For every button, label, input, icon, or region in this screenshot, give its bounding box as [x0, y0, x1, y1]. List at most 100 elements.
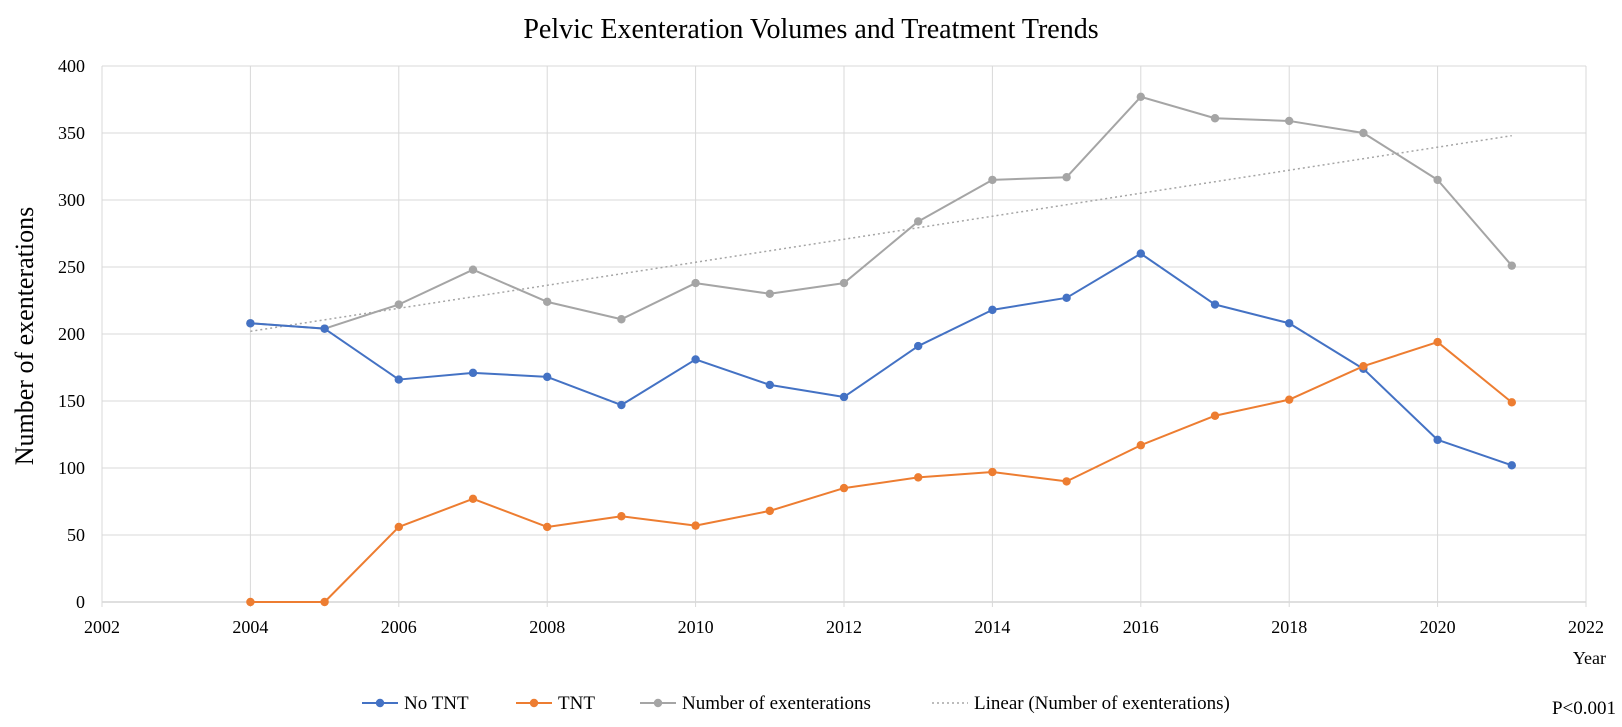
data-point	[468, 494, 478, 504]
data-point	[914, 341, 923, 351]
data-point	[320, 324, 329, 333]
data-point	[1359, 128, 1368, 138]
x-tick-label: 2016	[1123, 617, 1159, 637]
legend-item: No TNT	[362, 693, 469, 714]
data-point	[691, 355, 700, 364]
data-point	[394, 375, 403, 384]
data-point	[1507, 261, 1517, 270]
data-point	[1285, 116, 1294, 126]
data-point	[246, 597, 255, 607]
legend-item: TNT	[516, 693, 595, 714]
data-point	[617, 315, 626, 324]
data-point	[1062, 293, 1071, 303]
chart-title: Pelvic Exenteration Volumes and Treatmen…	[523, 14, 1098, 45]
data-point	[765, 380, 774, 390]
data-point	[988, 467, 997, 477]
data-point	[839, 392, 849, 402]
x-tick-label: 2018	[1271, 617, 1307, 637]
data-point	[988, 305, 997, 315]
data-point	[1062, 173, 1071, 182]
series-line	[250, 252, 1513, 467]
data-point	[839, 278, 849, 288]
series-2	[246, 92, 1517, 333]
x-tick-label: 2006	[381, 617, 417, 637]
data-point	[1433, 175, 1442, 185]
data-point	[988, 175, 997, 185]
data-point	[468, 265, 478, 274]
x-tick-label: 2010	[678, 617, 714, 637]
data-point	[1210, 300, 1220, 309]
x-tick-label: 2004	[232, 617, 268, 637]
data-point	[543, 522, 552, 532]
data-point	[394, 522, 403, 532]
y-tick-label: 50	[67, 525, 85, 545]
legend-label: Linear (Number of exenterations)	[974, 693, 1230, 714]
data-point	[1210, 411, 1220, 420]
legend-marker	[653, 698, 663, 708]
p-value-annotation: P<0.001	[1552, 698, 1616, 719]
series-line	[250, 95, 1513, 330]
data-point	[1062, 477, 1071, 486]
series-layer	[246, 92, 1517, 607]
data-point	[1507, 398, 1517, 407]
legend-marker	[375, 698, 385, 708]
x-tick-label: 2020	[1420, 617, 1456, 637]
data-point	[320, 597, 329, 607]
y-tick-label: 150	[58, 391, 85, 411]
y-tick-label: 100	[58, 458, 85, 478]
data-point	[468, 368, 478, 378]
axes: 0 50 100 150 200 250 300 350 400 2002 2004 2006 2008…	[58, 56, 1604, 637]
legend-label: No TNT	[404, 693, 469, 714]
y-tick-label: 400	[58, 56, 85, 76]
x-axis-title: Year	[1573, 648, 1606, 668]
data-point	[1433, 337, 1442, 347]
data-point	[1433, 435, 1442, 445]
gridlines	[101, 65, 1587, 607]
data-point	[394, 300, 403, 309]
legend-label: Number of exenterations	[682, 693, 871, 714]
data-point	[765, 506, 774, 516]
data-point	[691, 278, 700, 288]
legend-marker	[529, 698, 539, 708]
x-tick-label: 2012	[826, 617, 862, 637]
data-point	[1136, 441, 1146, 450]
data-point	[1507, 461, 1517, 470]
legend-item: Number of exenterations	[640, 693, 871, 714]
trendline	[250, 134, 1512, 333]
data-point	[839, 483, 849, 493]
y-tick-label: 350	[58, 123, 85, 143]
data-point	[1285, 395, 1294, 404]
data-point	[543, 372, 552, 382]
data-point	[617, 512, 626, 521]
x-tick-label: 2014	[974, 617, 1010, 637]
data-point	[1285, 319, 1294, 328]
data-point	[765, 289, 774, 298]
y-tick-label: 300	[58, 190, 85, 210]
legend-label: TNT	[558, 693, 595, 714]
data-point	[691, 521, 700, 530]
y-tick-label: 250	[58, 257, 85, 277]
x-tick-label: 2002	[84, 617, 120, 637]
data-point	[617, 400, 626, 410]
series-1	[246, 337, 1517, 607]
data-point	[1136, 249, 1146, 258]
data-point	[914, 473, 923, 482]
data-point	[1210, 114, 1220, 123]
y-tick-label: 0	[76, 592, 85, 612]
data-point	[914, 217, 923, 226]
series-0	[246, 249, 1517, 470]
y-tick-label: 200	[58, 324, 85, 344]
legend: No TNT TNT Number of exenterations Linear (…	[362, 693, 1230, 714]
y-axis-title: Number of exenterations	[10, 207, 39, 465]
legend-item: Linear (Number of exenterations)	[932, 693, 1230, 714]
series-line	[250, 341, 1513, 603]
x-tick-label: 2022	[1568, 617, 1604, 637]
data-point	[1359, 361, 1368, 371]
trendline-layer	[250, 134, 1512, 333]
data-point	[246, 319, 255, 328]
data-point	[543, 297, 552, 307]
x-tick-label: 2008	[529, 617, 565, 637]
data-point	[1136, 92, 1146, 102]
